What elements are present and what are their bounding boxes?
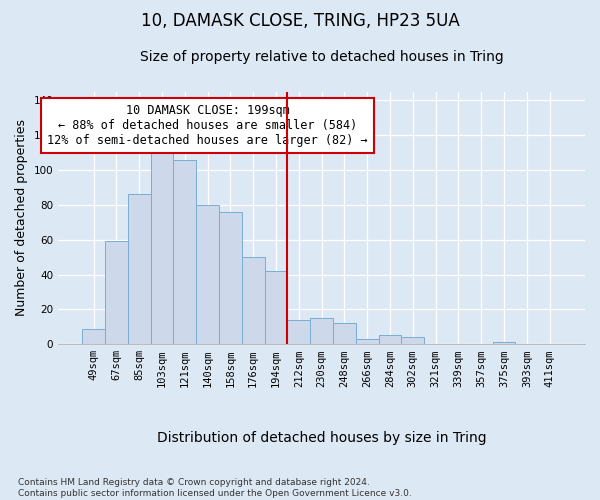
Bar	[401, 337, 424, 344]
Bar	[196, 205, 219, 344]
Bar	[310, 318, 333, 344]
Bar	[379, 336, 401, 344]
Bar	[242, 257, 265, 344]
Text: 10 DAMASK CLOSE: 199sqm
← 88% of detached houses are smaller (584)
12% of semi-d: 10 DAMASK CLOSE: 199sqm ← 88% of detache…	[47, 104, 368, 147]
Bar	[287, 320, 310, 344]
Text: 10, DAMASK CLOSE, TRING, HP23 5UA: 10, DAMASK CLOSE, TRING, HP23 5UA	[140, 12, 460, 30]
Bar	[151, 152, 173, 344]
Bar	[128, 194, 151, 344]
Bar	[82, 328, 105, 344]
Y-axis label: Number of detached properties: Number of detached properties	[15, 120, 28, 316]
Bar	[356, 339, 379, 344]
Bar	[105, 242, 128, 344]
Bar	[493, 342, 515, 344]
Title: Size of property relative to detached houses in Tring: Size of property relative to detached ho…	[140, 50, 503, 64]
Bar	[333, 324, 356, 344]
X-axis label: Distribution of detached houses by size in Tring: Distribution of detached houses by size …	[157, 431, 487, 445]
Text: Contains HM Land Registry data © Crown copyright and database right 2024.
Contai: Contains HM Land Registry data © Crown c…	[18, 478, 412, 498]
Bar	[219, 212, 242, 344]
Bar	[173, 160, 196, 344]
Bar	[265, 271, 287, 344]
